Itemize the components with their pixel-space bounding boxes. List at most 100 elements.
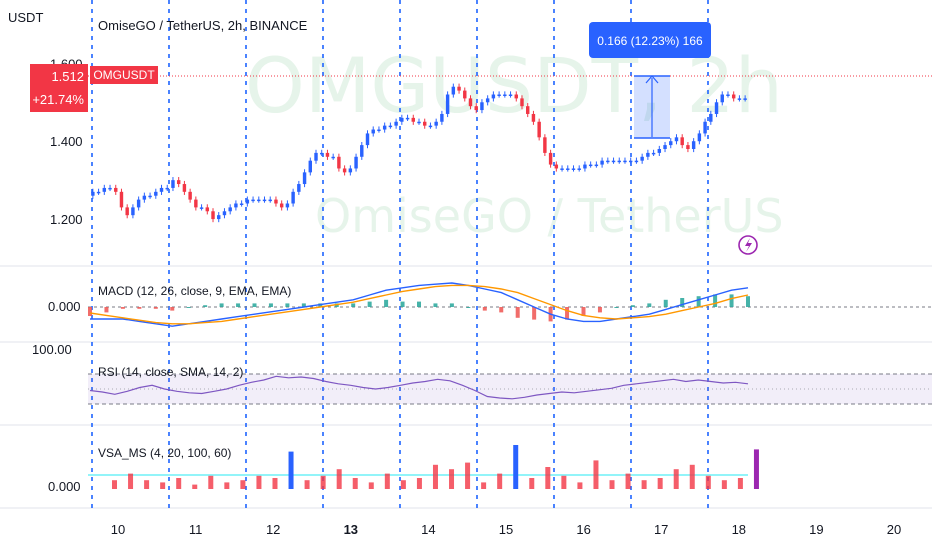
candle-body (405, 117, 410, 120)
vsa-bar (689, 464, 695, 489)
macd-histogram-bar (680, 298, 685, 307)
candle-body (382, 125, 387, 130)
time-tick-label: 18 (732, 522, 746, 537)
svg-text:0.166 (12.23%) 166: 0.166 (12.23%) 166 (597, 34, 703, 48)
candle-body (314, 152, 318, 161)
svg-text:OMGUSDT: OMGUSDT (93, 68, 155, 82)
vsa-bar (240, 480, 246, 489)
candle-body (646, 152, 650, 157)
vsa-bar (609, 480, 615, 489)
vsa-bar (400, 480, 406, 489)
macd-histogram-bar (301, 303, 306, 307)
candle-body (691, 141, 696, 149)
vsa-bar (657, 478, 663, 489)
candle-body (108, 187, 112, 190)
time-tick-label: 17 (654, 522, 668, 537)
candle-body (114, 187, 118, 192)
vsa-bar (320, 475, 326, 489)
vsa-bar (112, 480, 117, 489)
candle-body (199, 207, 204, 209)
vsa-bar (705, 475, 711, 489)
macd-histogram-bar (153, 307, 158, 309)
candle-body (297, 184, 301, 192)
candle-body (194, 199, 198, 208)
price-tick-label: 1.200 (50, 212, 83, 227)
currency-label: USDT (8, 10, 43, 25)
vsa-bar (224, 482, 230, 489)
macd-histogram-bar (630, 305, 635, 307)
candle-body (537, 121, 541, 138)
candle-body (325, 152, 330, 157)
candle-body (497, 94, 501, 96)
candle-body (634, 160, 639, 163)
macd-histogram-bar (252, 303, 257, 307)
candle-body (669, 141, 673, 146)
candle-body (411, 117, 415, 122)
vsa-bar (160, 482, 166, 489)
vsa-zero-tick: 0.000 (48, 479, 81, 494)
vsa-bar (336, 469, 342, 489)
candle-body (514, 94, 518, 99)
vsa-bar (304, 480, 310, 489)
candle-body (360, 145, 364, 157)
candle-body (171, 180, 175, 188)
candle-body (503, 94, 507, 96)
time-axis: 10 11 12 13 14 15 16 17 18 19 20 (111, 522, 901, 537)
candle-body (525, 106, 530, 114)
candle-body (131, 207, 135, 216)
time-tick-label: 12 (266, 522, 280, 537)
candle-body (119, 191, 124, 208)
candle-body (434, 121, 438, 126)
candle-body (577, 168, 581, 170)
candle-body (674, 137, 679, 142)
macd-histogram-bar (581, 307, 586, 316)
candle-body (285, 203, 290, 208)
vsa-bars (112, 445, 759, 489)
candle-body (463, 90, 467, 99)
candle-body (623, 160, 627, 163)
candle-body (176, 180, 181, 185)
vsa-bar (465, 462, 471, 489)
macd-histogram-bar (268, 303, 273, 307)
macd-histogram-bar (647, 303, 652, 307)
candle-body (136, 199, 141, 208)
candle-body (520, 98, 524, 107)
vsa-bar (256, 475, 262, 489)
candle-body (245, 199, 250, 204)
candle-body (680, 137, 684, 146)
vsa-bar (176, 478, 182, 489)
vsa-bar (128, 473, 134, 489)
candle-body (566, 168, 570, 170)
candle-body (594, 164, 599, 167)
lightning-icon[interactable] (738, 235, 758, 255)
candle-body (354, 156, 358, 169)
candle-body (257, 199, 261, 202)
rsi-top-tick: 100.00 (32, 342, 72, 357)
candle-body (274, 199, 278, 204)
time-tick-label: 16 (576, 522, 590, 537)
macd-histogram-bar (614, 307, 619, 308)
vsa-bar (641, 480, 647, 489)
macd-histogram-bar (285, 303, 290, 307)
macd-histogram-bar (170, 307, 175, 311)
macd-histogram-bar (120, 307, 125, 309)
candle-body (445, 94, 450, 114)
price-range-measure[interactable] (634, 75, 670, 139)
candle-body (279, 203, 284, 208)
candle-body (320, 152, 324, 155)
candle-body (394, 121, 398, 126)
candle-body (440, 113, 444, 122)
candle-body (423, 121, 427, 126)
vsa-label: VSA_MS (4, 20, 100, 60) (98, 446, 231, 460)
candle-body (600, 160, 604, 165)
macd-zero-tick: 0.000 (48, 299, 81, 314)
candle-body (268, 199, 272, 202)
vsa-bar (625, 473, 631, 489)
candle-body (96, 191, 101, 194)
candle-body (703, 121, 707, 134)
candle-body (308, 160, 313, 173)
vsa-bar (753, 449, 759, 489)
candle-body (182, 184, 187, 192)
macd-histogram-bar (696, 296, 701, 307)
